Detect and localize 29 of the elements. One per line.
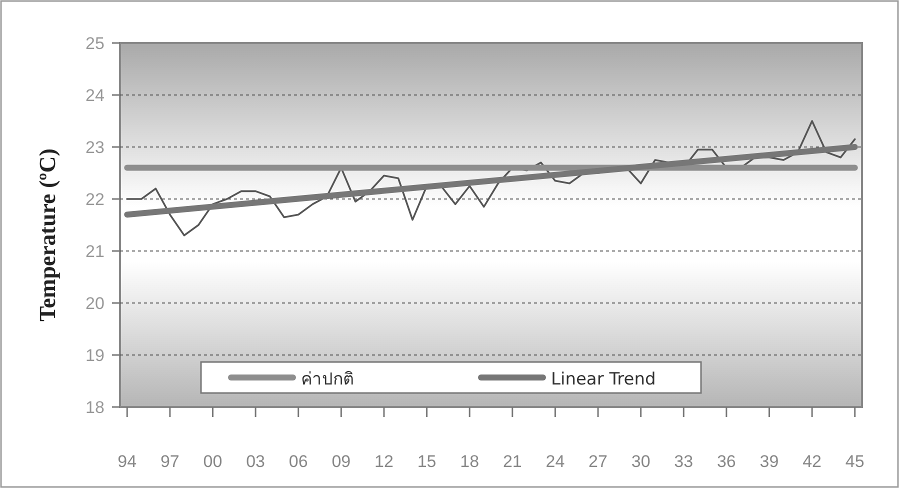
x-tick-label: 15 (417, 452, 436, 471)
x-tick-label: 36 (716, 452, 736, 471)
x-tick-label: 00 (203, 452, 222, 471)
x-tick-label: 30 (631, 452, 650, 471)
x-tick-label: 21 (502, 452, 522, 471)
y-tick-label: 19 (86, 346, 104, 365)
x-tick-label: 97 (160, 452, 180, 471)
y-tick-label: 23 (86, 138, 104, 157)
x-tick-label: 12 (374, 452, 394, 471)
x-tick-label: 39 (760, 452, 779, 471)
y-tick-label: 24 (86, 86, 104, 105)
x-tick-label: 06 (288, 452, 308, 471)
x-tick-label: 18 (460, 452, 480, 471)
x-tick-label: 27 (588, 452, 608, 471)
y-tick-label: 21 (86, 242, 104, 261)
x-tick-label: 45 (845, 452, 864, 471)
y-tick-label: 22 (86, 190, 104, 209)
x-tick-label: 09 (332, 452, 351, 471)
x-tick-label: 33 (674, 452, 694, 471)
x-tick-label: 24 (546, 452, 565, 471)
legend-label: Linear Trend (551, 370, 656, 390)
y-tick-label: 20 (86, 294, 104, 313)
legend-label: ค่าปกติ (301, 370, 354, 390)
y-tick-label: 25 (86, 34, 104, 53)
x-tick-label: 03 (246, 452, 266, 471)
y-axis-title: Temperature (ºC) (35, 148, 60, 322)
x-tick-label: 42 (802, 452, 822, 471)
x-tick-label: 94 (118, 452, 137, 471)
y-tick-label: 18 (86, 398, 104, 417)
